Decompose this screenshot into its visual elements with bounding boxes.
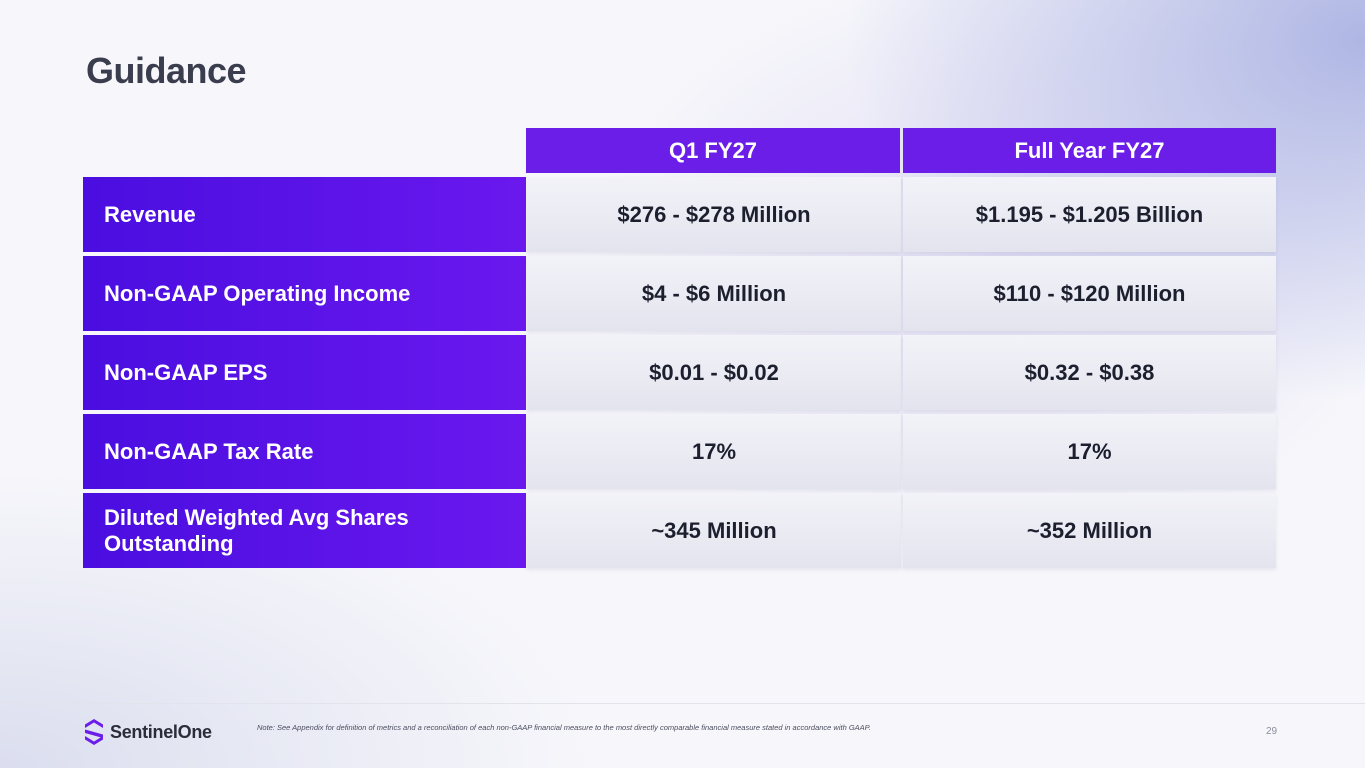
table-row: Revenue $276 - $278 Million $1.195 - $1.… <box>83 177 1276 252</box>
table-row: Diluted Weighted Avg Shares Outstanding … <box>83 493 1276 568</box>
full-year-value: $1.195 - $1.205 Billion <box>903 177 1276 252</box>
page-title: Guidance <box>86 50 247 91</box>
full-year-value: $110 - $120 Million <box>903 256 1276 331</box>
row-label: Non-GAAP Operating Income <box>83 256 526 331</box>
q1-value: ~345 Million <box>527 493 901 568</box>
column-header-q1: Q1 FY27 <box>526 128 900 173</box>
full-year-value: ~352 Million <box>903 493 1276 568</box>
footnote: Note: See Appendix for definition of met… <box>257 723 871 732</box>
q1-value: $276 - $278 Million <box>527 177 901 252</box>
full-year-value: 17% <box>903 414 1276 489</box>
q1-value: $0.01 - $0.02 <box>527 335 901 410</box>
logo-wordmark: SentinelOne <box>110 721 212 742</box>
table-row: Non-GAAP EPS $0.01 - $0.02 $0.32 - $0.38 <box>83 335 1276 410</box>
table-row: Non-GAAP Operating Income $4 - $6 Millio… <box>83 256 1276 331</box>
footer-divider <box>0 703 1365 704</box>
q1-value: 17% <box>527 414 901 489</box>
sentinelone-logo-icon <box>85 719 103 745</box>
row-label: Revenue <box>83 177 526 252</box>
full-year-value: $0.32 - $0.38 <box>903 335 1276 410</box>
sentinelone-logo: SentinelOne <box>84 719 212 745</box>
column-header-full-year: Full Year FY27 <box>903 128 1276 173</box>
page-number: 29 <box>1266 726 1278 737</box>
row-label: Non-GAAP EPS <box>83 335 526 410</box>
row-label: Non-GAAP Tax Rate <box>83 414 526 489</box>
row-label: Diluted Weighted Avg Shares Outstanding <box>83 493 526 568</box>
q1-value: $4 - $6 Million <box>527 256 901 331</box>
table-row: Non-GAAP Tax Rate 17% 17% <box>83 414 1276 489</box>
